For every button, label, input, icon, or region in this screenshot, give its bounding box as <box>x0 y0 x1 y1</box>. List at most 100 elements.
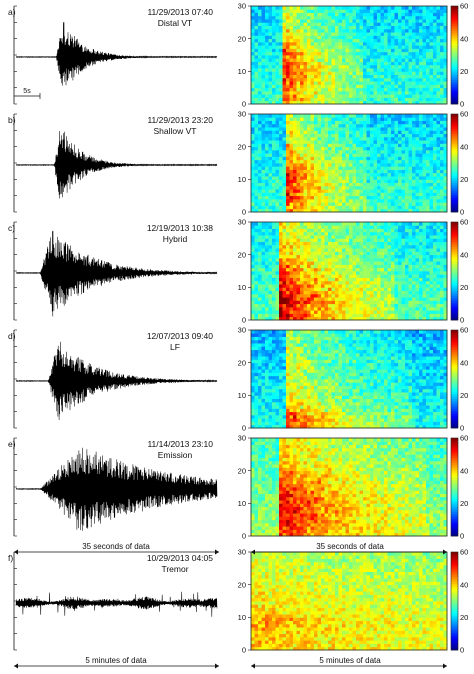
spectrogram-cell <box>433 284 437 288</box>
spectrogram-cell <box>440 179 444 183</box>
spectrogram-cell <box>370 310 374 314</box>
spectrogram-cell <box>335 32 339 36</box>
spectrogram-cell <box>366 22 371 26</box>
spectrogram-cell <box>328 261 332 265</box>
spectrogram-cell <box>366 68 371 72</box>
spectrogram-cell <box>440 136 444 141</box>
spectrogram-cell <box>405 130 409 134</box>
spectrogram-cell <box>440 189 444 193</box>
spectrogram-cell <box>419 100 423 105</box>
spectrogram-cell <box>310 290 315 295</box>
spectrogram-cell <box>282 35 287 40</box>
spectrogram-cell <box>321 97 325 102</box>
spectrogram-cell <box>412 185 416 190</box>
spectrogram-cell <box>345 163 350 167</box>
spectrogram-cell <box>289 293 294 298</box>
spectrogram-cell <box>258 123 262 128</box>
spectrogram-cell <box>328 257 332 262</box>
spectrogram-cell <box>296 313 301 318</box>
spectrogram-cell <box>275 310 280 314</box>
spectrogram-cell <box>387 310 392 314</box>
spectrogram-cell <box>338 114 343 118</box>
spectrogram-cell <box>345 51 350 56</box>
spectrogram-cell <box>394 195 399 200</box>
spectrogram-cell <box>426 235 430 239</box>
spectrogram-cell <box>342 205 346 210</box>
spectrogram-cell <box>279 198 283 203</box>
spectrogram-cell <box>279 310 283 314</box>
spectrogram-cell <box>314 231 318 236</box>
spectrogram-cell <box>356 77 360 82</box>
spectrogram-cell <box>300 176 304 180</box>
spectrogram-cell <box>310 208 315 213</box>
spectrogram-cell <box>366 238 371 242</box>
spectrogram-cell <box>398 15 402 20</box>
spectrogram-cell <box>314 166 318 170</box>
colorbar-step <box>451 20 458 24</box>
spectrogram-cell <box>293 287 297 291</box>
spectrogram-cell <box>314 310 318 314</box>
spectrogram-cell <box>419 277 423 282</box>
spectrogram-cell <box>398 306 402 311</box>
spectrogram-cell <box>289 248 294 252</box>
spectrogram-cell <box>433 19 437 23</box>
spectrogram-cell <box>443 74 448 79</box>
spectrogram-cell <box>443 25 448 30</box>
spectrogram-cell <box>398 74 402 79</box>
spectrogram-cell <box>303 189 308 193</box>
spectrogram-cell <box>363 41 367 46</box>
spectrogram-cell <box>275 261 280 265</box>
spectrogram-cell <box>342 264 346 269</box>
spectrogram-cell <box>419 303 423 308</box>
spectrogram-cell <box>352 120 357 125</box>
spectrogram-cell <box>356 71 360 75</box>
spectrogram-cell <box>443 280 448 285</box>
spectrogram-cell <box>366 140 371 144</box>
spectrogram-cell <box>307 146 311 151</box>
spectrogram-cell <box>440 90 444 95</box>
spectrogram-cell <box>401 261 406 265</box>
spectrogram-cell <box>387 114 392 118</box>
spectrogram-cell <box>265 313 269 318</box>
spectrogram-cell <box>373 267 378 272</box>
spectrogram-cell <box>314 19 318 23</box>
spectrogram-cell <box>279 51 283 56</box>
spectrogram-cell <box>289 303 294 308</box>
spectrogram-cell <box>387 284 392 288</box>
spectrogram-cell <box>384 45 388 49</box>
spectrogram-cell <box>265 205 269 210</box>
spectrogram-cell <box>345 172 350 177</box>
spectrogram-cell <box>254 241 259 246</box>
spectrogram-cell <box>342 140 346 144</box>
spectrogram-cell <box>303 192 308 197</box>
spectrogram-cell <box>436 22 441 26</box>
spectrogram-cell <box>307 310 311 314</box>
spectrogram-cell <box>258 267 262 272</box>
spectrogram-cell <box>342 25 346 30</box>
spectrogram-cell <box>436 261 441 265</box>
spectrogram-cell <box>440 77 444 82</box>
spectrogram-cell <box>429 198 434 203</box>
spectrogram-cell <box>335 15 339 20</box>
spectrogram-cell <box>349 202 353 206</box>
spectrogram-cell <box>265 97 269 102</box>
spectrogram-cell <box>429 15 434 20</box>
spectrogram-cell <box>314 189 318 193</box>
spectrogram-cell <box>370 277 374 282</box>
spectrogram-cell <box>265 32 269 36</box>
spectrogram-cell <box>335 257 339 262</box>
spectrogram-cell <box>272 303 276 308</box>
colorbar-step <box>451 116 458 120</box>
spectrogram-cell <box>384 300 388 305</box>
spectrogram-cell <box>331 238 336 242</box>
spectrogram-cell <box>307 19 311 23</box>
spectrogram-cell <box>303 130 308 134</box>
spectrogram-cell <box>349 205 353 210</box>
spectrogram-cell <box>286 166 290 170</box>
spectrogram-cell <box>345 48 350 53</box>
spectrogram-cell <box>422 271 427 275</box>
spectrogram-cell <box>394 87 399 92</box>
spectrogram-cell <box>261 48 266 53</box>
spectrogram-cell <box>321 45 325 49</box>
